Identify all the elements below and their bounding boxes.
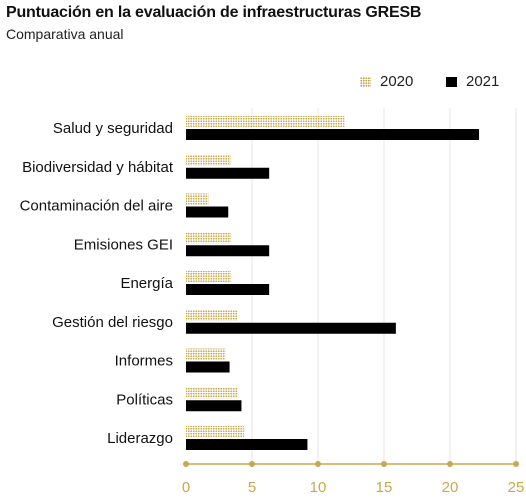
category-label-3: Emisiones GEI [74, 236, 173, 253]
x-tick-label-10: 10 [310, 479, 327, 496]
bar-2021-6 [186, 361, 230, 373]
bar-2020-6 [186, 348, 226, 360]
x-tick-dot-10 [315, 461, 321, 467]
bar-2020-3 [186, 232, 231, 244]
x-tick-label-20: 20 [442, 479, 459, 496]
gridlines [251, 108, 517, 464]
category-label-1: Biodiversidad y hábitat [22, 159, 174, 176]
category-label-8: Liderazgo [107, 430, 173, 447]
bar-2020-2 [186, 193, 209, 205]
x-tick-label-0: 0 [182, 479, 190, 496]
category-label-0: Salud y seguridad [53, 120, 173, 137]
chart-legend: 2020 2021 [360, 73, 510, 93]
x-tick-dot-20 [447, 461, 453, 467]
legend-item-2021: 2021 [446, 73, 499, 90]
category-label-2: Contaminación del aire [20, 198, 173, 215]
bar-2020-1 [186, 154, 231, 166]
bar-2020-8 [186, 426, 245, 437]
category-labels: Salud y seguridad Biodiversidad y hábitat… [20, 120, 174, 447]
category-label-7: Políticas [116, 391, 173, 408]
bar-2021-3 [186, 245, 270, 257]
bar-2021-2 [186, 206, 229, 218]
bar-2020-4 [186, 271, 231, 282]
legend-swatch-2021 [446, 76, 457, 87]
x-tick-dot-0 [183, 461, 189, 467]
bar-2021-0 [186, 129, 480, 140]
legend-label-2020: 2020 [380, 73, 414, 90]
x-axis: 0 5 10 15 20 25 [182, 461, 525, 496]
legend-label-2021: 2021 [466, 73, 500, 90]
bar-2020-7 [186, 387, 238, 399]
chart-subtitle: Comparativa anual [6, 26, 124, 42]
x-tick-dot-5 [249, 461, 255, 467]
bar-2021-8 [186, 439, 308, 450]
category-label-5: Gestión del riesgo [52, 314, 173, 331]
x-tick-dot-15 [381, 461, 387, 467]
category-label-4: Energía [120, 275, 173, 292]
legend-item-2020: 2020 [360, 73, 413, 90]
bar-2020-5 [186, 309, 238, 321]
bar-2021-5 [186, 322, 396, 334]
x-tick-label-15: 15 [376, 479, 393, 496]
x-tick-label-5: 5 [248, 479, 256, 496]
bar-2020-0 [186, 116, 345, 127]
bars [186, 116, 480, 450]
legend-swatch-2020 [360, 76, 371, 87]
bar-2021-4 [186, 284, 270, 295]
chart-title: Puntuación en la evaluación de infraestr… [6, 4, 422, 21]
category-label-6: Informes [115, 353, 173, 370]
bar-2021-7 [186, 400, 242, 412]
bar-2021-1 [186, 167, 270, 179]
x-tick-label-25: 25 [508, 479, 525, 496]
x-tick-dot-25 [513, 461, 519, 467]
